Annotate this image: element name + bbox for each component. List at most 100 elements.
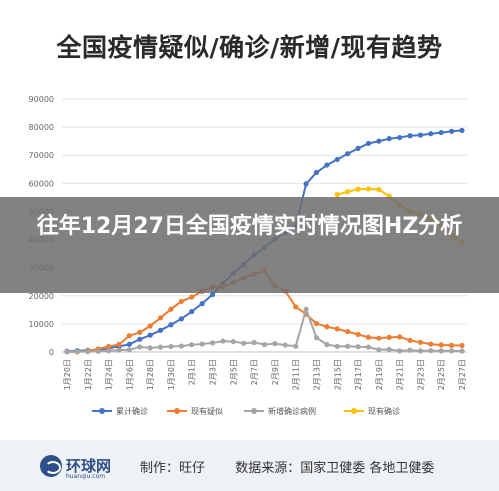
data-point xyxy=(168,343,174,350)
data-point xyxy=(417,348,424,354)
data-point xyxy=(365,334,372,340)
data-point xyxy=(126,333,132,339)
x-tick-label: 2月1日 xyxy=(188,359,197,385)
x-tick-label: 1月26日 xyxy=(125,359,134,390)
data-point xyxy=(365,344,372,350)
data-point xyxy=(189,308,195,315)
data-point xyxy=(105,343,112,350)
x-tick-label: 1月30日 xyxy=(167,359,176,390)
x-tick-label: 2月25日 xyxy=(437,359,446,390)
data-point xyxy=(324,341,330,348)
data-point xyxy=(376,347,382,353)
x-tick-label: 2月27日 xyxy=(458,359,467,390)
data-point xyxy=(417,132,424,138)
data-point xyxy=(157,327,164,333)
data-point xyxy=(459,348,465,354)
data-point xyxy=(417,339,424,345)
data-point xyxy=(428,347,434,354)
logo-text: 环球网 xyxy=(66,456,112,475)
x-tick-label: 2月5日 xyxy=(229,359,238,385)
globe-icon xyxy=(40,455,62,477)
source-label: 数据来源：国家卫健委 各地卫健委 xyxy=(235,461,435,476)
data-point xyxy=(157,344,164,350)
data-point xyxy=(168,306,174,312)
x-tick-label: 2月17日 xyxy=(354,359,363,390)
data-point xyxy=(147,332,153,338)
data-point xyxy=(459,127,465,134)
legend-label: 现有疑似 xyxy=(191,406,223,416)
data-point xyxy=(449,348,455,354)
data-point xyxy=(365,186,372,192)
data-point xyxy=(85,349,91,355)
logo-subtext: huanqiu.com xyxy=(66,473,106,480)
data-point xyxy=(365,140,372,147)
data-point xyxy=(345,328,351,335)
data-point xyxy=(313,335,320,341)
data-point xyxy=(407,133,413,139)
data-point xyxy=(313,169,320,176)
data-point xyxy=(376,138,382,144)
y-tick-label: 10000 xyxy=(29,320,54,329)
data-point xyxy=(386,136,392,142)
data-point xyxy=(189,342,195,348)
huanqiu-logo: 环球网 huanqiu.com xyxy=(40,452,111,480)
series-2 xyxy=(64,306,465,355)
data-point xyxy=(116,341,122,348)
data-point xyxy=(345,151,351,157)
data-point xyxy=(95,348,101,354)
data-point xyxy=(74,348,80,355)
line-chart: 0100002000030000400005000060000700008000… xyxy=(29,95,467,416)
chart-legend: 累计确诊 现有疑似 新增确诊病例 现有确诊 xyxy=(92,406,400,416)
data-point xyxy=(303,306,309,313)
x-tick-label: 2月23日 xyxy=(416,359,425,390)
data-point xyxy=(261,341,268,348)
x-tick-label: 1月20日 xyxy=(63,359,72,390)
author-label: 制作：旺仔 xyxy=(140,461,206,476)
data-point xyxy=(334,326,340,332)
data-point xyxy=(105,348,112,354)
data-point xyxy=(355,186,361,192)
data-point xyxy=(459,342,465,349)
data-point xyxy=(355,145,361,151)
data-point xyxy=(438,342,444,348)
data-point xyxy=(313,320,320,327)
y-tick-label: 90000 xyxy=(29,95,54,104)
data-point xyxy=(438,348,444,354)
x-tick-label: 2月13日 xyxy=(312,359,321,390)
data-point xyxy=(397,134,403,141)
data-point xyxy=(251,339,257,346)
data-point xyxy=(199,341,205,347)
y-tick-label: 70000 xyxy=(29,151,54,160)
y-tick-label: 80000 xyxy=(29,123,54,132)
data-point xyxy=(355,344,361,350)
data-point xyxy=(303,181,309,187)
data-point xyxy=(178,316,184,322)
y-tick-label: 20000 xyxy=(29,292,54,301)
x-tick-label: 2月19日 xyxy=(375,359,384,390)
data-point xyxy=(449,128,455,134)
data-point xyxy=(147,323,153,329)
x-tick-label: 1月28日 xyxy=(146,359,155,390)
overlay-banner: 往年12月27日全国疫情实时情况图HZ分析 xyxy=(0,197,499,293)
x-tick-label: 2月21日 xyxy=(396,359,405,390)
legend-label: 累计确诊 xyxy=(116,406,148,416)
data-point xyxy=(209,291,216,298)
data-point xyxy=(241,340,247,346)
data-point xyxy=(345,343,351,349)
data-point xyxy=(376,335,382,341)
x-tick-label: 2月7日 xyxy=(250,359,259,385)
data-point xyxy=(168,322,174,328)
data-point xyxy=(386,346,392,353)
data-point xyxy=(137,329,143,335)
data-point xyxy=(397,334,403,340)
legend-label: 现有确诊 xyxy=(368,406,400,416)
data-point xyxy=(282,342,288,348)
x-tick-label: 2月11日 xyxy=(292,359,301,390)
data-point xyxy=(386,334,392,340)
data-point xyxy=(126,347,132,353)
data-point xyxy=(397,348,403,354)
data-point xyxy=(293,343,299,349)
data-point xyxy=(334,156,340,163)
data-point xyxy=(189,294,195,300)
legend-marker xyxy=(174,408,180,414)
